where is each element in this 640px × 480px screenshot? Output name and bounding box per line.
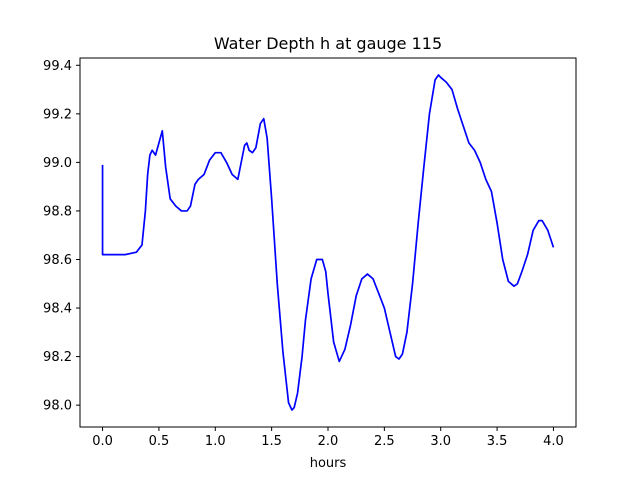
x-axis-label: hours [310, 456, 347, 471]
x-tick-label: 3.0 [430, 434, 451, 449]
x-tick-label: 0.5 [149, 434, 170, 449]
chart-title: Water Depth h at gauge 115 [214, 34, 442, 53]
x-tick-label: 0.0 [92, 434, 113, 449]
y-tick-label: 98.2 [43, 350, 72, 365]
data-series-line [101, 74, 555, 411]
plot-area: 0.0 0.5 1.0 1.5 2.0 2.5 3.0 3.5 4.0 98.0 98.2 98.4 9… [43, 57, 577, 449]
y-tick-label: 99.4 [43, 59, 72, 74]
x-tick-label: 4.0 [543, 434, 564, 449]
y-tick-label: 98.4 [43, 302, 72, 317]
x-tick-label: 2.5 [374, 434, 395, 449]
y-tick-label: 98.0 [43, 399, 72, 414]
x-tick-label: 2.0 [318, 434, 339, 449]
y-tick-label: 98.6 [43, 253, 72, 268]
y-tick-label: 98.8 [43, 204, 72, 219]
x-tick-label: 1.0 [205, 434, 226, 449]
x-tick-label: 1.5 [261, 434, 282, 449]
y-tick-label: 99.2 [43, 107, 72, 122]
y-tick-label: 99.0 [43, 156, 72, 171]
x-tick-label: 3.5 [487, 434, 508, 449]
